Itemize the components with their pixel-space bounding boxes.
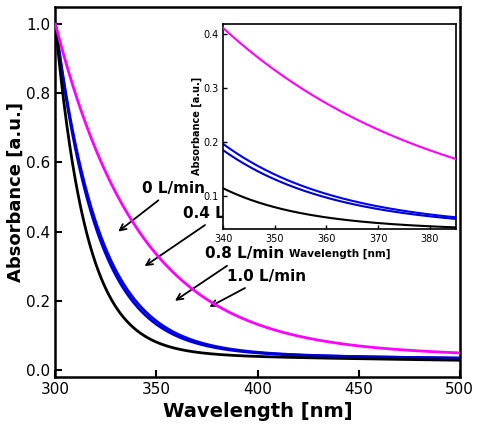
Text: 1.0 L/min: 1.0 L/min [211, 269, 306, 306]
Text: 0.8 L/min: 0.8 L/min [176, 247, 284, 300]
Text: 0.4 L/min: 0.4 L/min [146, 206, 262, 265]
Y-axis label: Absorbance [a.u.]: Absorbance [a.u.] [7, 102, 25, 282]
X-axis label: Wavelength [nm]: Wavelength [nm] [162, 402, 352, 421]
Text: 0 L/min: 0 L/min [120, 181, 205, 230]
